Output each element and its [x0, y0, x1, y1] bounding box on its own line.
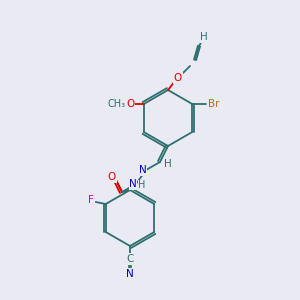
Text: H: H: [138, 180, 146, 190]
Text: Br: Br: [208, 99, 220, 109]
Text: H: H: [164, 159, 172, 169]
Text: H: H: [200, 32, 208, 42]
Text: O: O: [174, 73, 182, 83]
Text: N: N: [129, 179, 137, 189]
Text: N: N: [139, 165, 147, 175]
Text: CH₃: CH₃: [108, 99, 126, 109]
Text: O: O: [108, 172, 116, 182]
Text: F: F: [88, 195, 94, 205]
Text: O: O: [127, 99, 135, 109]
Text: N: N: [126, 269, 134, 279]
Text: C: C: [126, 254, 134, 264]
